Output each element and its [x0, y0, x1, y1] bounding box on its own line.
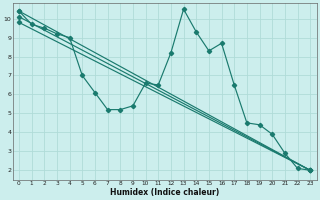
X-axis label: Humidex (Indice chaleur): Humidex (Indice chaleur) — [110, 188, 219, 197]
